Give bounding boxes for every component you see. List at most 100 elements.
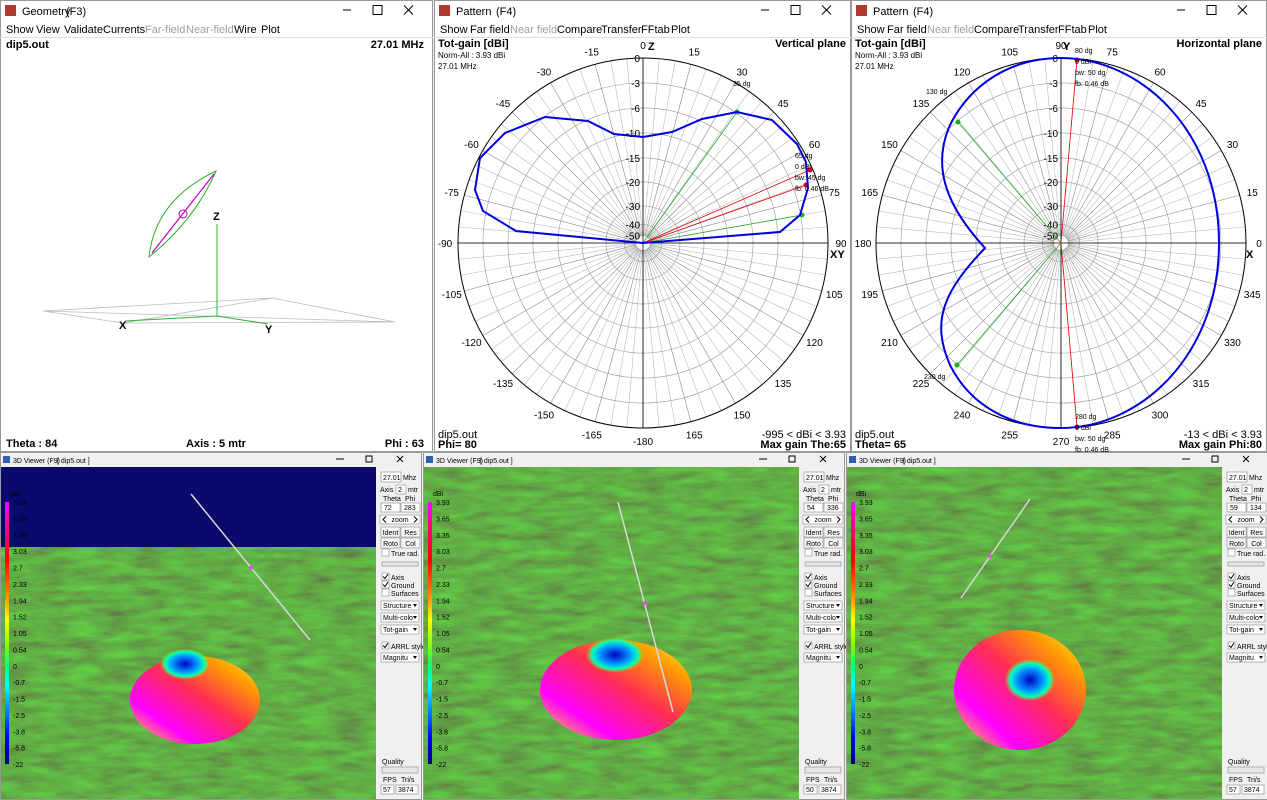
unit: mtr [408,487,419,494]
unit: Mhz [826,475,840,482]
checkbox-label[interactable]: Axis [391,575,405,582]
menu-item[interactable]: Transfer [601,24,642,36]
button-label[interactable]: Ident [1229,530,1245,537]
angle-label: 75 [829,188,841,199]
angle-label: 180 [855,239,872,250]
window-icon [439,5,450,16]
check [382,581,389,588]
checkbox-label[interactable]: Surfaces [391,591,419,598]
checkbox-label[interactable]: Axis [814,575,828,582]
dropdown-label[interactable]: Tot-gain [383,627,408,634]
menu-item[interactable]: Plot [671,24,690,36]
checkbox-label: ARRL style [1237,644,1267,651]
window [851,0,1267,452]
menu-item[interactable]: Compare [974,24,1019,36]
menu-item[interactable]: Show [857,24,885,36]
axis-label: Y [1063,41,1071,53]
menu-item[interactable]: Near field [510,24,557,36]
box [1246,502,1267,513]
dropdown-label[interactable]: Multi-colo [806,615,836,622]
button-label[interactable]: Res [827,530,840,537]
phi-value: 134 [1250,505,1262,512]
checkbox-label[interactable]: Surfaces [1237,591,1265,598]
maximize-button[interactable] [788,455,796,463]
menu-item[interactable]: Show [6,24,34,36]
scale-label: -2.5 [13,713,25,720]
menu-item[interactable]: Show [440,24,468,36]
menu-item[interactable]: Far-field [145,24,185,36]
button-label[interactable]: Ident [806,530,822,537]
button-label[interactable]: Col [1251,541,1262,548]
close-button [821,5,832,15]
slider [804,766,842,774]
menu-item[interactable]: Near field [927,24,974,36]
dropdown-label[interactable]: Tot-gain [806,627,831,634]
checkbox-label[interactable]: Ground [814,583,837,590]
menu-item[interactable]: Plot [261,24,280,36]
dropdown-label[interactable]: Structure [1229,603,1258,610]
dropdown-label[interactable]: Magnitu [1229,655,1254,662]
menu-item[interactable]: Far field [887,24,927,36]
dropdown-label[interactable]: Multi-colo [1229,615,1259,622]
menu-item[interactable]: FFtab [641,24,670,36]
button-label[interactable]: Res [1250,530,1263,537]
zoom[interactable]: zoom [1237,517,1254,524]
menu-item[interactable]: Wire [234,24,257,36]
dropdown-label[interactable]: Structure [383,603,412,610]
checkbox [804,580,813,589]
dropdown-label[interactable]: Magnitu [383,655,408,662]
menu-item[interactable]: Compare [557,24,602,36]
button-label[interactable]: Col [828,541,839,548]
menu-item[interactable]: View [36,24,60,36]
footer: Phi= 80 [438,439,477,451]
angle-label: 225 [913,379,930,390]
menu-item[interactable]: Transfer [1018,24,1059,36]
unit: mtr [831,487,842,494]
dropdown-label[interactable]: Multi-colo [383,615,413,622]
button-label[interactable]: Col [405,541,416,548]
angle-label: -135 [493,379,513,390]
maximize-button[interactable] [1211,455,1219,463]
button-label[interactable]: Roto [806,541,821,548]
maximize-button[interactable] [372,5,383,15]
dropdown-label[interactable]: Structure [806,603,835,610]
scale-label: 2.7 [436,566,446,573]
axis-value: 2 [821,487,825,494]
dropdown-label[interactable]: Magnitu [806,655,831,662]
scale-label: 1.05 [436,631,450,638]
box [395,784,419,795]
checkbox-label[interactable]: Axis [1237,575,1251,582]
maximize-button[interactable] [365,455,373,463]
checkbox [1227,641,1236,650]
button-label[interactable]: Res [404,530,417,537]
checkbox [804,548,813,557]
scale-label: 0.54 [436,647,450,654]
window-key: (F4) [913,6,933,18]
button-label[interactable]: Roto [383,541,398,548]
marker-label: 0 dBi [1075,425,1091,432]
maximize-button[interactable] [790,5,801,15]
color-scale [851,502,855,764]
angle-label: -180 [633,437,653,448]
maximize-button[interactable] [1206,5,1217,15]
zoom-control [802,514,844,525]
scale-label: 3.03 [13,549,27,556]
menu-item[interactable]: FFtab [1058,24,1087,36]
dropdown-label[interactable]: Tot-gain [1229,627,1254,634]
menu-item[interactable]: Validate [64,24,103,36]
checkbox-label[interactable]: Surfaces [814,591,842,598]
zoom[interactable]: zoom [391,517,408,524]
menu-item[interactable]: Currents [103,24,146,36]
button-label[interactable]: Ident [383,530,399,537]
menu-item[interactable]: Near-field [186,24,234,36]
scale-label: 3.35 [859,533,873,540]
zoom[interactable]: zoom [814,517,831,524]
menu-item[interactable]: Far field [470,24,510,36]
marker-label: 35 dg [733,81,751,88]
menu-item[interactable]: Plot [1088,24,1107,36]
box [1241,484,1253,495]
checkbox-label[interactable]: Ground [391,583,414,590]
window-file: [ dip5.out ] [57,458,90,465]
button-label[interactable]: Roto [1229,541,1244,548]
checkbox-label[interactable]: Ground [1237,583,1260,590]
